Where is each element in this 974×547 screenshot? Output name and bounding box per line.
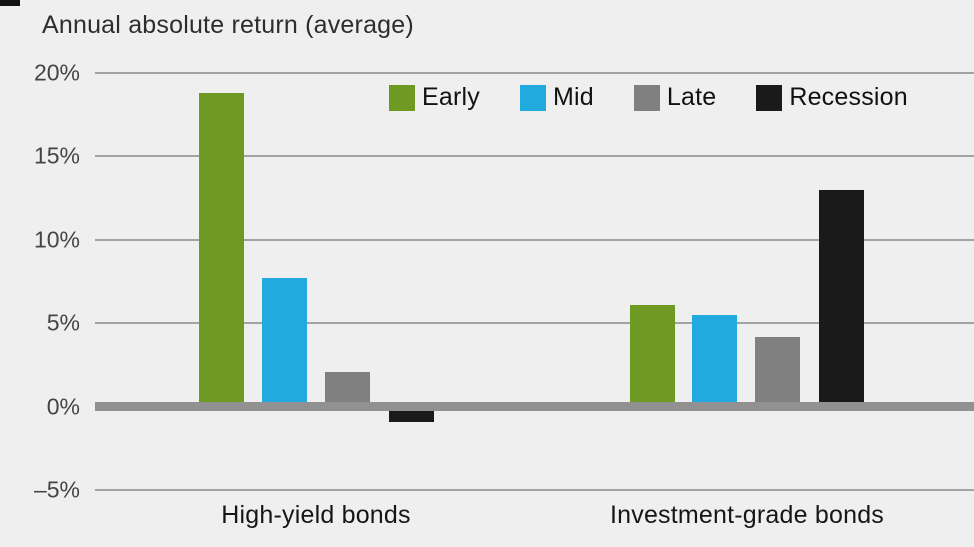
category-label-investment-grade-bonds: Investment-grade bonds: [609, 501, 885, 529]
legend-label-early: Early: [422, 83, 480, 111]
gridline-20: [95, 72, 974, 74]
legend-label-late: Late: [666, 83, 717, 111]
gridline-5: [95, 322, 974, 325]
legend-item-mid: Mid: [519, 83, 594, 112]
legend-item-recession: Recession: [756, 83, 908, 112]
y-tick-label-20: 20%: [33, 59, 80, 86]
bar-late-investment-grade-bonds: [755, 336, 800, 407]
bar-late-high-yield-bonds: [325, 371, 370, 407]
plot-area: Early Mid Late Recession 20% 15% 10% 5% 0% –5% Hi…: [34, 60, 974, 529]
bar-early-investment-grade-bonds: [630, 304, 675, 407]
bar-recession-investment-grade-bonds: [819, 189, 864, 407]
gridline--5: [95, 489, 974, 491]
y-tick-label-0: 0%: [46, 393, 80, 420]
category-label-high-yield-bonds: High-yield bonds: [221, 501, 411, 529]
legend-swatch-mid: [519, 84, 546, 111]
y-tick-label-5: 5%: [46, 309, 80, 336]
legend: Early Mid Late Recession: [389, 83, 908, 112]
y-tick-label--5: –5%: [33, 476, 80, 503]
gridline-10: [95, 238, 974, 241]
bar-mid-high-yield-bonds: [262, 278, 307, 407]
legend-swatch-early: [389, 84, 415, 111]
legend-swatch-late: [633, 84, 660, 111]
y-tick-label-10: 10%: [33, 226, 80, 253]
legend-item-early: Early: [389, 83, 480, 112]
legend-swatch-recession: [756, 84, 783, 111]
bar-early-high-yield-bonds: [199, 93, 244, 407]
bar-mid-investment-grade-bonds: [692, 314, 737, 407]
chart-title: Annual absolute return (average): [42, 11, 414, 39]
legend-label-mid: Mid: [552, 83, 594, 111]
top-left-corner-mark: [0, 0, 20, 6]
legend-item-late: Late: [633, 83, 717, 112]
legend-label-recession: Recession: [789, 83, 908, 111]
gridline-15: [95, 155, 974, 158]
zero-axis-line: [95, 402, 974, 412]
y-tick-label-15: 15%: [33, 142, 80, 169]
